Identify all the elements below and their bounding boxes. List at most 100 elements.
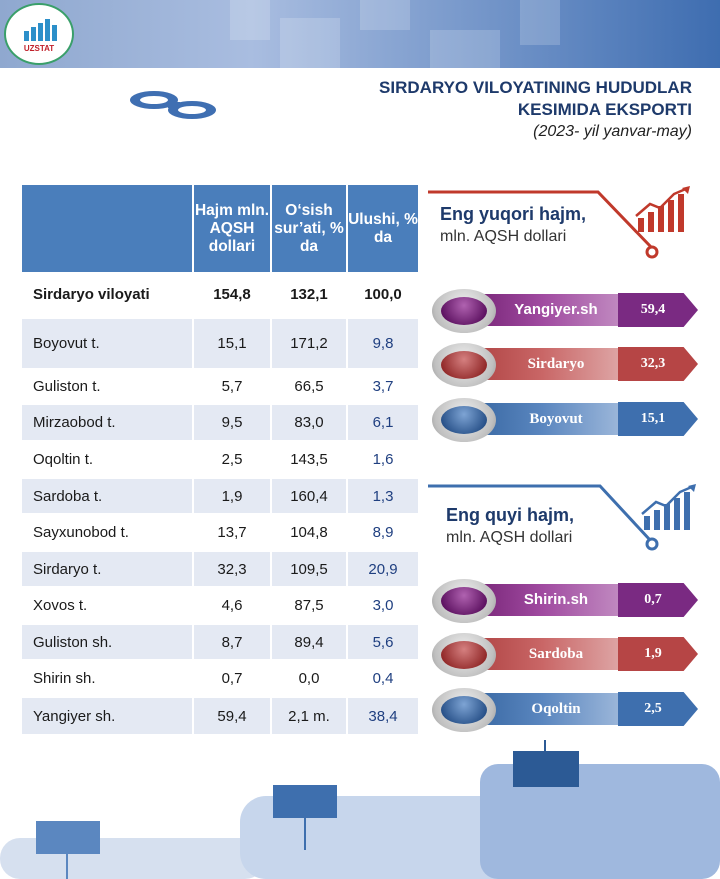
table-header: Hajm mln. AQSH dollari O‘sish sur’ati, %… <box>22 185 418 272</box>
cell-volume: 15,1 <box>192 319 270 368</box>
uzstat-logo: UZSTAT <box>4 3 74 65</box>
cell-share: 9,8 <box>346 319 418 368</box>
top-item-1: Yangiyer.sh 59,4 <box>432 289 700 333</box>
cell-volume: 5,7 <box>192 370 270 403</box>
cell-share: 3,0 <box>346 588 418 623</box>
cell-growth: 2,1 m. <box>270 698 346 734</box>
cell-name: Sayxunobod t. <box>22 515 192 550</box>
cell-growth: 89,4 <box>270 625 346 659</box>
item-value: 15,1 <box>640 411 666 426</box>
item-value: 59,4 <box>640 302 666 317</box>
table-row: Oqoltin t. 2,5 143,5 1,6 <box>22 442 418 479</box>
cell-volume: 13,7 <box>192 515 270 550</box>
table-row: Yangiyer sh. 59,4 2,1 m. 38,4 <box>22 698 418 736</box>
cell-share: 20,9 <box>346 552 418 586</box>
item-name: Shirin.sh <box>523 591 589 608</box>
cell-share: 0,4 <box>346 661 418 696</box>
top-heading-block: Eng yuqori hajm, mln. AQSH dollari <box>440 203 586 248</box>
table-row-total: Sirdaryo viloyati 154,8 132,1 100,0 <box>22 272 418 319</box>
header-banner: UZSTAT <box>0 0 720 68</box>
cell-name: Guliston sh. <box>22 625 192 659</box>
item-name: Yangiyer.sh <box>514 301 598 318</box>
table-row: Sirdaryo t. 32,3 109,5 20,9 <box>22 552 418 588</box>
top-item-3: Boyovut 15,1 <box>432 398 700 442</box>
item-name: Oqoltin <box>531 701 581 717</box>
red-disc-icon <box>432 633 496 677</box>
title-line-2: KESIMIDA EKSPORTI <box>517 100 692 119</box>
cell-name: Sardoba t. <box>22 479 192 513</box>
blue-disc-icon <box>432 688 496 732</box>
cell-name: Guliston t. <box>22 370 192 403</box>
footer-decoration <box>0 740 720 879</box>
cell-share: 5,6 <box>346 625 418 659</box>
red-disc-icon <box>432 343 496 387</box>
purple-disc-icon <box>432 579 496 623</box>
bottom-item-1: Shirin.sh 0,7 <box>432 579 700 623</box>
table-row: Guliston sh. 8,7 89,4 5,6 <box>22 625 418 661</box>
cell-volume: 59,4 <box>192 698 270 734</box>
logo-text: UZSTAT <box>23 44 55 53</box>
top-unit: mln. AQSH dollari <box>440 228 567 245</box>
table-row: Shirin sh. 0,7 0,0 0,4 <box>22 661 418 698</box>
cell-share: 1,3 <box>346 479 418 513</box>
item-value: 0,7 <box>644 592 662 607</box>
blue-disc-icon <box>432 398 496 442</box>
bottom-unit: mln. AQSH dollari <box>446 529 573 546</box>
cell-growth: 109,5 <box>270 552 346 586</box>
bottom-heading-block: Eng quyi hajm, mln. AQSH dollari <box>446 504 574 549</box>
cell-name: Yangiyer sh. <box>22 698 192 734</box>
column-header-region <box>22 185 192 272</box>
top-heading: Eng yuqori hajm, <box>440 204 587 224</box>
table-row: Xovos t. 4,6 87,5 3,0 <box>22 588 418 625</box>
cell-share: 6,1 <box>346 405 418 440</box>
cell-share: 3,7 <box>346 370 418 403</box>
growth-chart-icon <box>635 186 690 232</box>
item-value: 32,3 <box>640 356 666 371</box>
cell-growth: 83,0 <box>270 405 346 440</box>
cell-volume: 2,5 <box>192 442 270 477</box>
cell-volume: 0,7 <box>192 661 270 696</box>
item-name: Sirdaryo <box>527 356 585 372</box>
export-table: Hajm mln. AQSH dollari O‘sish sur’ati, %… <box>22 185 418 736</box>
cell-volume: 9,5 <box>192 405 270 440</box>
cell-name: Sirdaryo t. <box>22 552 192 586</box>
cell-share: 8,9 <box>346 515 418 550</box>
bottom-connector-line <box>428 484 659 551</box>
cell-volume: 8,7 <box>192 625 270 659</box>
table-row: Mirzaobod t. 9,5 83,0 6,1 <box>22 405 418 442</box>
cell-share: 38,4 <box>346 698 418 734</box>
purple-disc-icon <box>432 289 496 333</box>
cell-growth: 143,5 <box>270 442 346 477</box>
cell-volume: 154,8 <box>192 272 270 317</box>
page-title: SIRDARYO VILOYATINING HUDUDLAR KESIMIDA … <box>379 77 692 143</box>
cell-volume: 1,9 <box>192 479 270 513</box>
column-header-volume: Hajm mln. AQSH dollari <box>192 185 270 272</box>
cell-volume: 4,6 <box>192 588 270 623</box>
title-period: (2023- yil yanvar-may) <box>533 123 692 140</box>
cell-growth: 66,5 <box>270 370 346 403</box>
chain-link-icon <box>130 91 216 119</box>
cell-share: 1,6 <box>346 442 418 477</box>
cell-name: Xovos t. <box>22 588 192 623</box>
bottom-heading: Eng quyi hajm, <box>446 505 575 525</box>
top-connector-line <box>428 190 659 259</box>
cell-growth: 171,2 <box>270 319 346 368</box>
title-line-1: SIRDARYO VILOYATINING HUDUDLAR <box>379 78 692 97</box>
item-name: Sardoba <box>528 646 584 662</box>
table-row: Guliston t. 5,7 66,5 3,7 <box>22 370 418 405</box>
table-row: Sardoba t. 1,9 160,4 1,3 <box>22 479 418 515</box>
item-name: Boyovut <box>529 411 583 427</box>
top-item-2: Sirdaryo 32,3 <box>432 343 700 387</box>
cell-growth: 132,1 <box>270 272 346 317</box>
column-header-growth: O‘sish sur’ati, % da <box>270 185 346 272</box>
column-header-share: Ulushi, % da <box>346 185 418 272</box>
growth-chart-icon <box>641 484 696 530</box>
item-value: 1,9 <box>644 646 662 661</box>
cell-growth: 87,5 <box>270 588 346 623</box>
bottom-item-3: Oqoltin 2,5 <box>432 688 700 732</box>
cell-name: Mirzaobod t. <box>22 405 192 440</box>
table-row: Sayxunobod t. 13,7 104,8 8,9 <box>22 515 418 552</box>
cell-growth: 160,4 <box>270 479 346 513</box>
cell-share: 100,0 <box>346 272 418 317</box>
bottom-item-2: Sardoba 1,9 <box>432 633 700 677</box>
